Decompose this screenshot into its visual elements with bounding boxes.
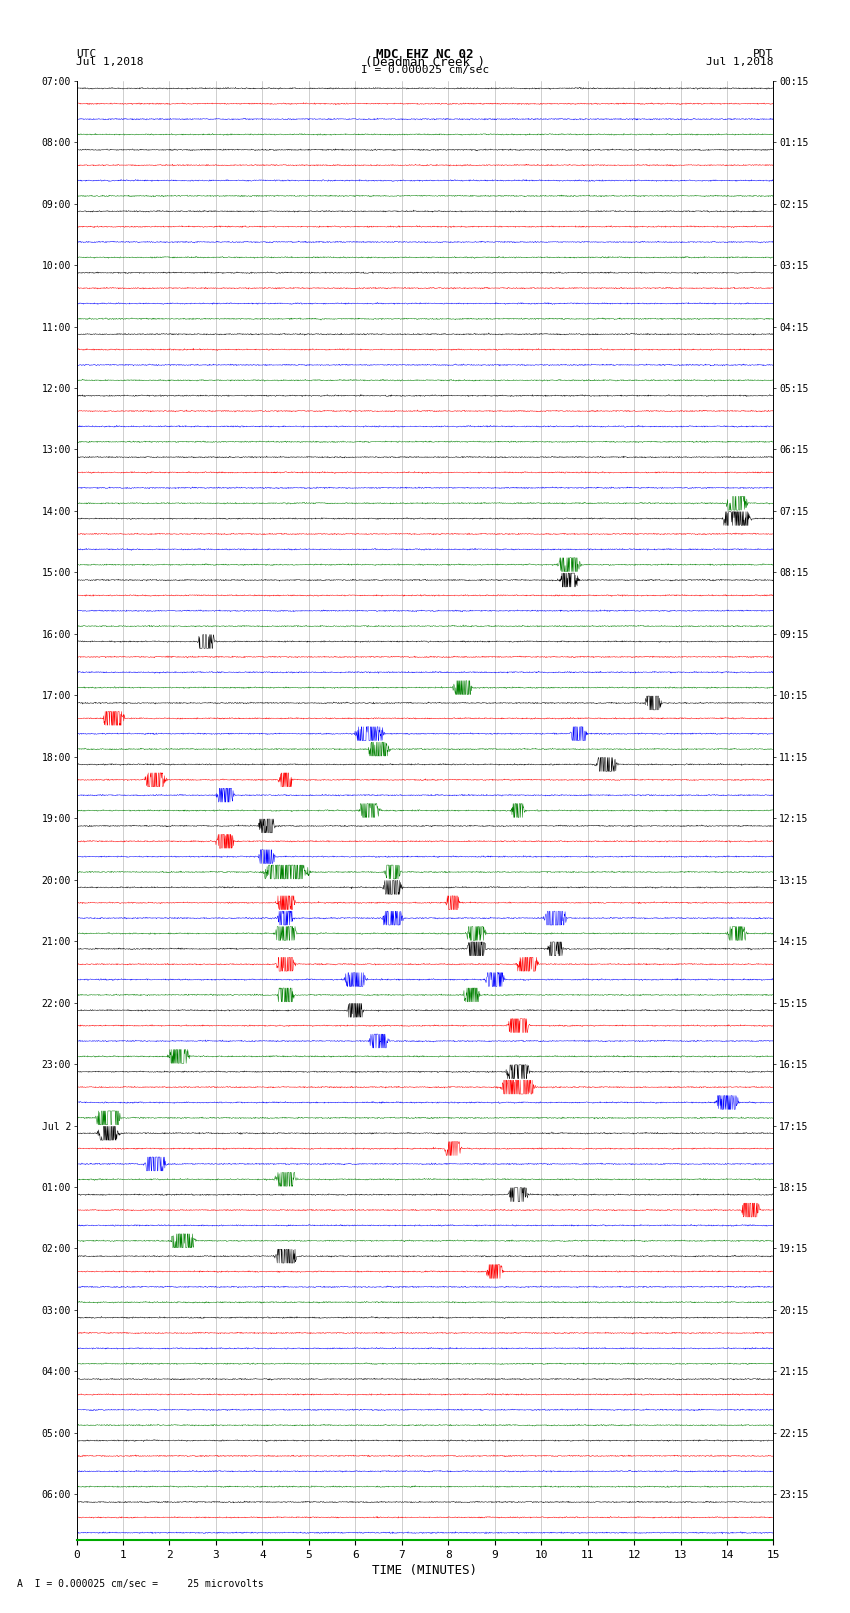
X-axis label: TIME (MINUTES): TIME (MINUTES): [372, 1565, 478, 1578]
Text: UTC: UTC: [76, 48, 97, 60]
Text: MDC EHZ NC 02: MDC EHZ NC 02: [377, 47, 473, 61]
Text: Jul 1,2018: Jul 1,2018: [706, 56, 774, 68]
Text: PDT: PDT: [753, 48, 774, 60]
Text: (Deadman Creek ): (Deadman Creek ): [365, 55, 485, 69]
Text: I = 0.000025 cm/sec: I = 0.000025 cm/sec: [361, 65, 489, 76]
Text: Jul 1,2018: Jul 1,2018: [76, 56, 144, 68]
Text: A  I = 0.000025 cm/sec =     25 microvolts: A I = 0.000025 cm/sec = 25 microvolts: [17, 1579, 264, 1589]
